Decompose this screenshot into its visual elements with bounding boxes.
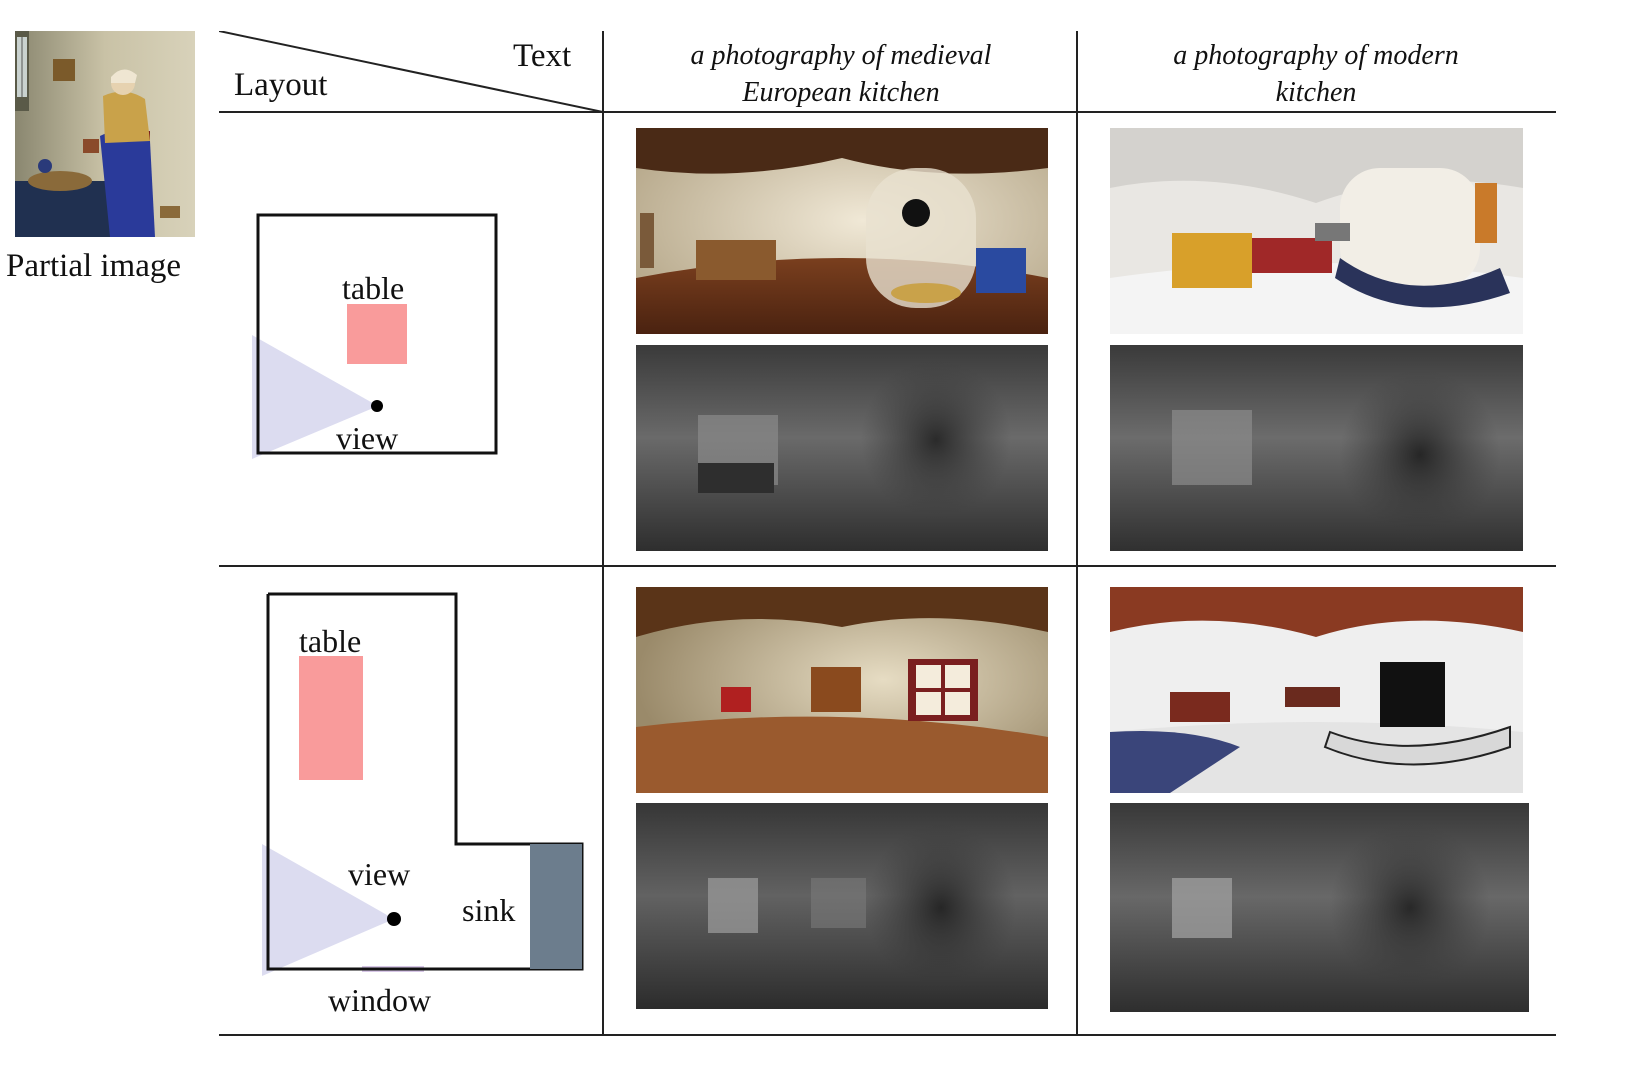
column-rule-1 <box>602 31 604 1035</box>
row-separator-rule <box>219 565 1556 567</box>
column-caption-line: a photography of medieval <box>690 40 992 71</box>
sink-rect <box>530 844 582 969</box>
view-cone <box>262 844 394 976</box>
column-caption-line: a photography of modern <box>1173 40 1459 71</box>
partial-image-label: Partial image <box>6 248 182 284</box>
panorama-depth-medieval-row2 <box>636 803 1048 1009</box>
view-point <box>387 912 401 926</box>
painting-thumbnail <box>15 31 195 237</box>
header-layout-label: Layout <box>234 67 328 103</box>
panorama-depth-modern-row1 <box>1110 345 1523 551</box>
panorama-rgb-modern-row2 <box>1110 587 1523 793</box>
column-caption-medieval: a photography of medieval European kitch… <box>604 37 1078 111</box>
table-rect <box>299 656 363 780</box>
column-caption-line: European kitchen <box>742 77 940 108</box>
header-diagonal <box>219 31 603 113</box>
row2-table-label: table <box>299 623 362 659</box>
column-rule-2 <box>1076 31 1078 1035</box>
panorama-depth-medieval-row1 <box>636 345 1048 551</box>
panorama-rgb-medieval-row2 <box>636 587 1048 793</box>
view-cone <box>252 335 378 459</box>
panorama-depth-modern-row2 <box>1110 803 1529 1012</box>
column-caption-modern: a photography of modern kitchen <box>1078 37 1554 111</box>
row2-window-label: window <box>328 982 432 1018</box>
layout-diagram-square <box>250 212 500 462</box>
bottom-rule <box>219 1034 1556 1036</box>
table-rect <box>347 304 407 364</box>
panorama-rgb-modern-row1 <box>1110 128 1523 334</box>
row2-sink-label: sink <box>462 892 516 928</box>
layout-diagram-l-shape <box>258 590 588 980</box>
column-caption-line: kitchen <box>1275 77 1357 108</box>
room-outline <box>256 213 498 455</box>
view-point <box>371 400 383 412</box>
row1-table-label: table <box>342 270 405 306</box>
panorama-rgb-medieval-row1 <box>636 128 1048 334</box>
header-rule <box>219 111 1556 113</box>
partial-image <box>15 31 195 237</box>
row2-view-label: view <box>348 856 411 892</box>
header-text-label: Text <box>513 38 572 74</box>
row1-view-label: view <box>336 420 399 456</box>
